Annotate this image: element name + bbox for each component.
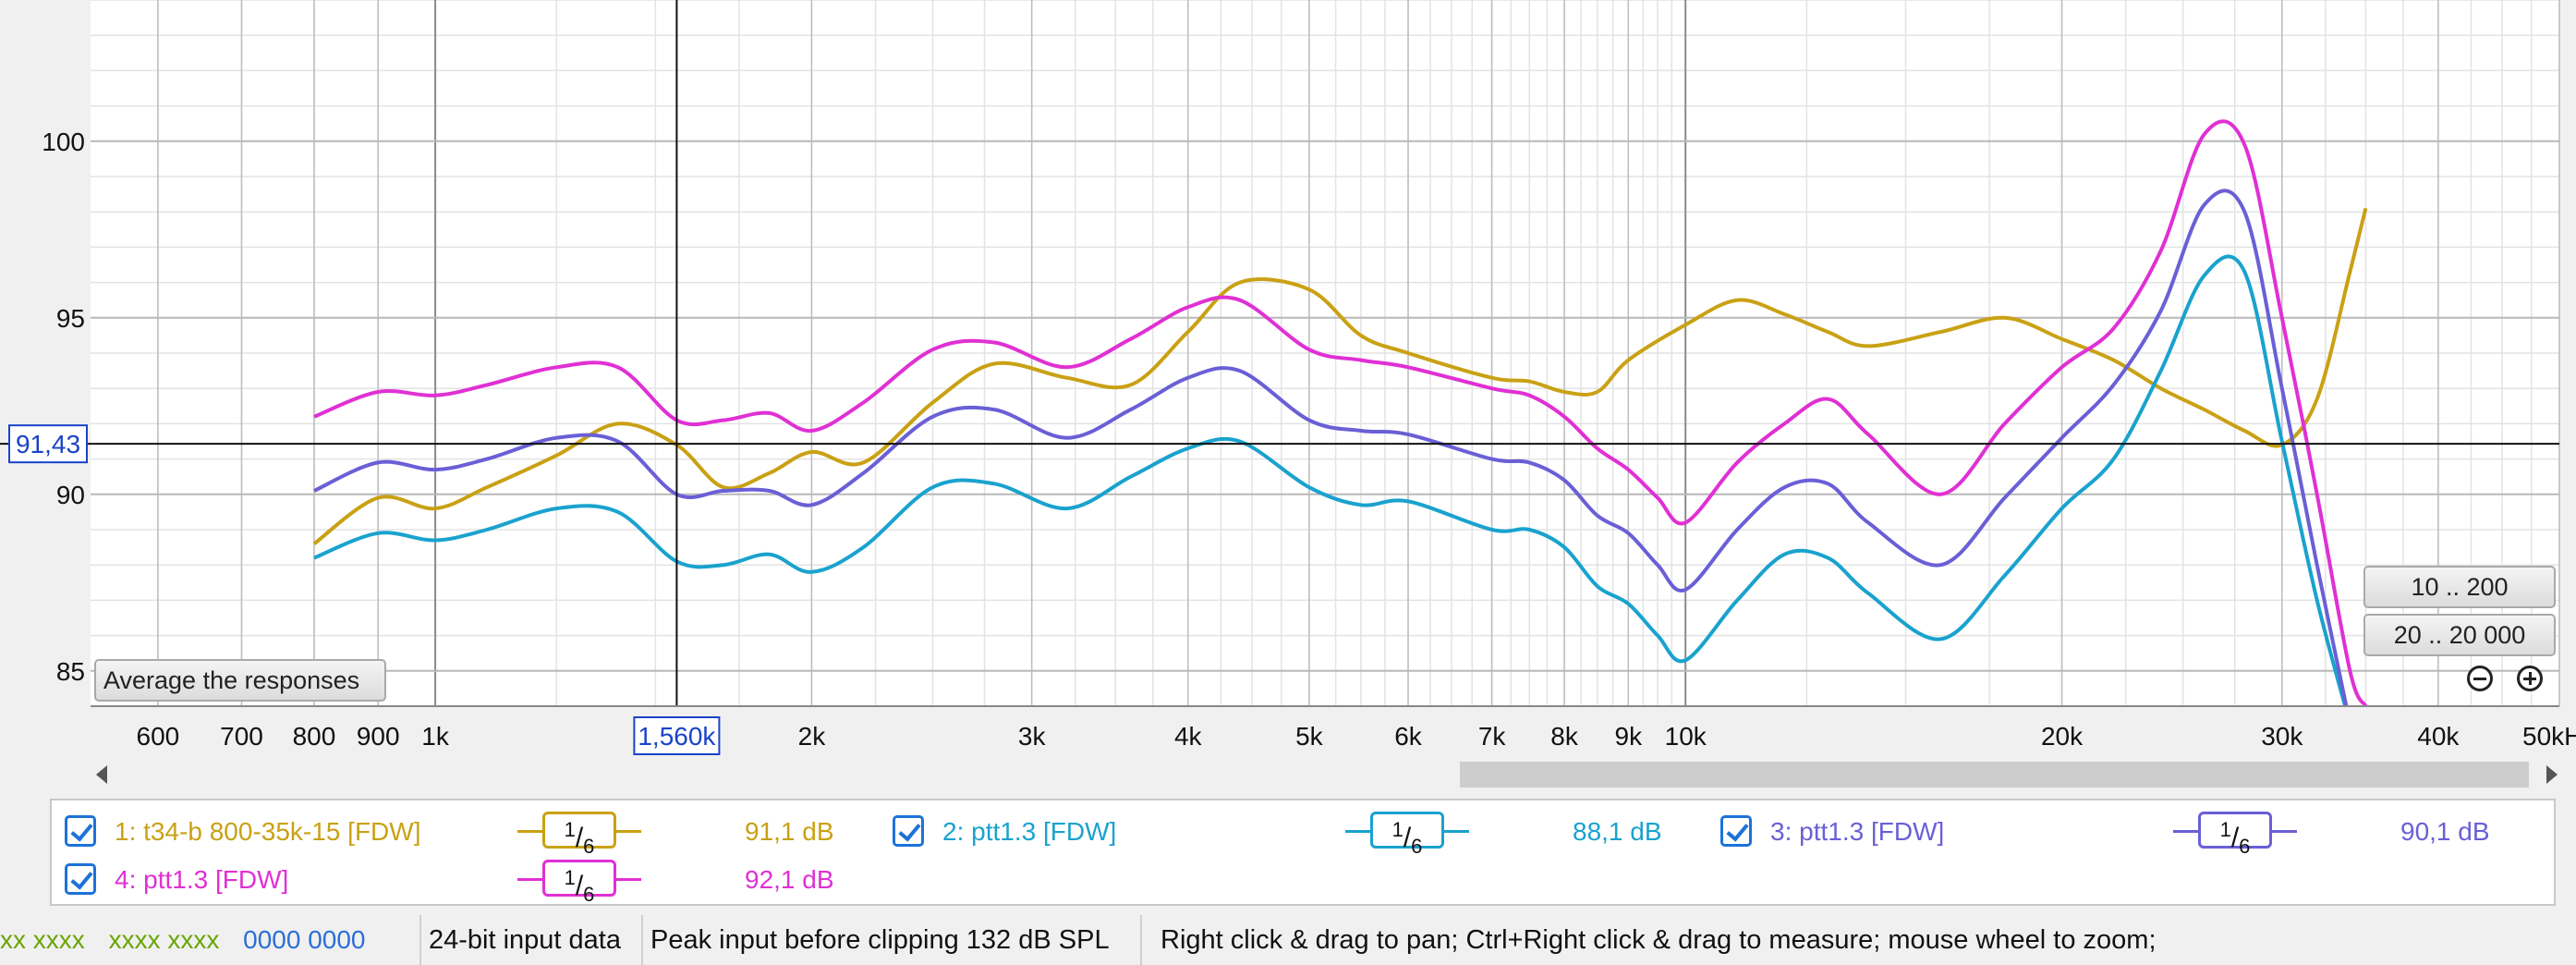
- average-responses-button[interactable]: Average the responses: [94, 659, 386, 702]
- status-bar: xx xxxx xxxx xxxx 0000 0000 24-bit input…: [0, 915, 2576, 965]
- range-20-20000-button[interactable]: 20 .. 20 000: [2363, 614, 2556, 656]
- x-tick-label: 40k: [2417, 722, 2460, 751]
- checkbox-icon[interactable]: [893, 815, 924, 847]
- x-tick-label: 2k: [798, 722, 827, 751]
- x-tick-label: 30k: [2261, 722, 2303, 751]
- x-tick-label: 600: [137, 722, 180, 751]
- scroll-right-icon[interactable]: [2546, 765, 2558, 784]
- y-tick-label: 95: [56, 304, 85, 333]
- cursor-y-readout-box: [8, 424, 88, 464]
- legend-name: 1: t34-b 800-35k-15 [FDW]: [115, 817, 421, 846]
- status-input-format: 24-bit input data: [421, 915, 643, 965]
- status-peak-input: Peak input before clipping 132 dB SPL: [643, 915, 1142, 965]
- legend-panel: 1: t34-b 800-35k-15 [FDW] 1/6 91,1 dB 2:…: [50, 799, 2556, 906]
- y-tick-label: 100: [42, 128, 85, 156]
- legend-entry[interactable]: 4: ptt1.3 [FDW] 1/6 92,1 dB: [65, 856, 878, 906]
- x-tick-label: 3k: [1018, 722, 1047, 751]
- x-tick-label: 5k: [1295, 722, 1324, 751]
- status-bit-indicators: xx xxxx xxxx xxxx 0000 0000: [0, 915, 421, 965]
- x-tick-label: 20k: [2041, 722, 2084, 751]
- scroll-left-icon[interactable]: [96, 765, 107, 784]
- x-tick-label: 4k: [1174, 722, 1203, 751]
- x-tick-label: 1k: [421, 722, 450, 751]
- checkbox-icon[interactable]: [65, 863, 96, 895]
- legend-name: 4: ptt1.3 [FDW]: [115, 865, 289, 894]
- legend-entry[interactable]: 2: ptt1.3 [FDW] 1/6 88,1 dB: [893, 808, 1706, 858]
- y-axis-labels: 85 90 95 100: [42, 128, 85, 686]
- smoothing-selector[interactable]: 1/6: [1345, 812, 1469, 858]
- zoom-in-icon[interactable]: [2517, 666, 2543, 691]
- legend-db-value: 88,1 dB: [1573, 817, 1662, 846]
- zoom-out-icon[interactable]: [2467, 666, 2493, 691]
- legend-name: 3: ptt1.3 [FDW]: [1770, 817, 1945, 846]
- minor-grid: [91, 0, 2560, 707]
- horizontal-scrollbar[interactable]: [92, 758, 2559, 791]
- cursor-x-readout: 1,560k: [638, 722, 716, 751]
- bit-indicator: xx xxxx: [0, 925, 85, 954]
- legend-db-value: 91,1 dB: [745, 817, 834, 846]
- y-tick-label: 85: [56, 657, 85, 686]
- x-tick-label: 10k: [1665, 722, 1707, 751]
- x-tick-label: 900: [357, 722, 400, 751]
- bit-indicator: xxxx xxxx: [108, 925, 220, 954]
- legend-db-value: 92,1 dB: [745, 865, 834, 894]
- legend-entry[interactable]: 1: t34-b 800-35k-15 [FDW] 1/6 91,1 dB: [65, 808, 878, 858]
- cursor-y-readout: 91,43: [16, 430, 80, 458]
- smoothing-selector[interactable]: 1/6: [517, 812, 641, 858]
- smoothing-selector[interactable]: 1/6: [2173, 812, 2297, 858]
- series-line-2: [313, 254, 2348, 706]
- series-line-1: [312, 207, 2368, 545]
- checkbox-icon[interactable]: [1720, 815, 1752, 847]
- legend-entry[interactable]: 3: ptt1.3 [FDW] 1/6 90,1 dB: [1720, 808, 2533, 858]
- x-tick-label: 6k: [1394, 722, 1423, 751]
- series-line-4: [313, 119, 2368, 706]
- x-tick-label: 800: [293, 722, 336, 751]
- bit-indicator: 0000 0000: [243, 925, 366, 954]
- series-layer: [312, 119, 2368, 706]
- frequency-response-chart[interactable]: 91,43 1,560k 85 90 95 100 600 700 800 900 1k 2k 3k…: [0, 0, 2576, 767]
- scroll-thumb[interactable]: [1460, 762, 2529, 788]
- checkbox-icon[interactable]: [65, 815, 96, 847]
- x-tick-label: 50kHz: [2522, 722, 2576, 751]
- x-axis-labels: 600 700 800 900 1k 2k 3k 4k 5k 6k 7k 8k 9k 10k 20k 30k 4…: [137, 722, 2576, 751]
- cursor-x-readout-box: [633, 716, 721, 755]
- legend-db-value: 90,1 dB: [2400, 817, 2490, 846]
- series-line-3: [313, 189, 2349, 706]
- smoothing-selector[interactable]: 1/6: [517, 860, 641, 906]
- x-tick-label: 8k: [1550, 722, 1579, 751]
- status-help-text: Right click & drag to pan; Ctrl+Right cl…: [1160, 925, 2157, 955]
- x-tick-label: 7k: [1478, 722, 1507, 751]
- x-tick-label: 9k: [1615, 722, 1644, 751]
- range-10-200-button[interactable]: 10 .. 200: [2363, 566, 2556, 608]
- cursor-layer: 91,43 1,560k: [0, 0, 2559, 755]
- x-tick-label: 700: [220, 722, 263, 751]
- legend-name: 2: ptt1.3 [FDW]: [942, 817, 1117, 846]
- y-tick-label: 90: [56, 481, 85, 509]
